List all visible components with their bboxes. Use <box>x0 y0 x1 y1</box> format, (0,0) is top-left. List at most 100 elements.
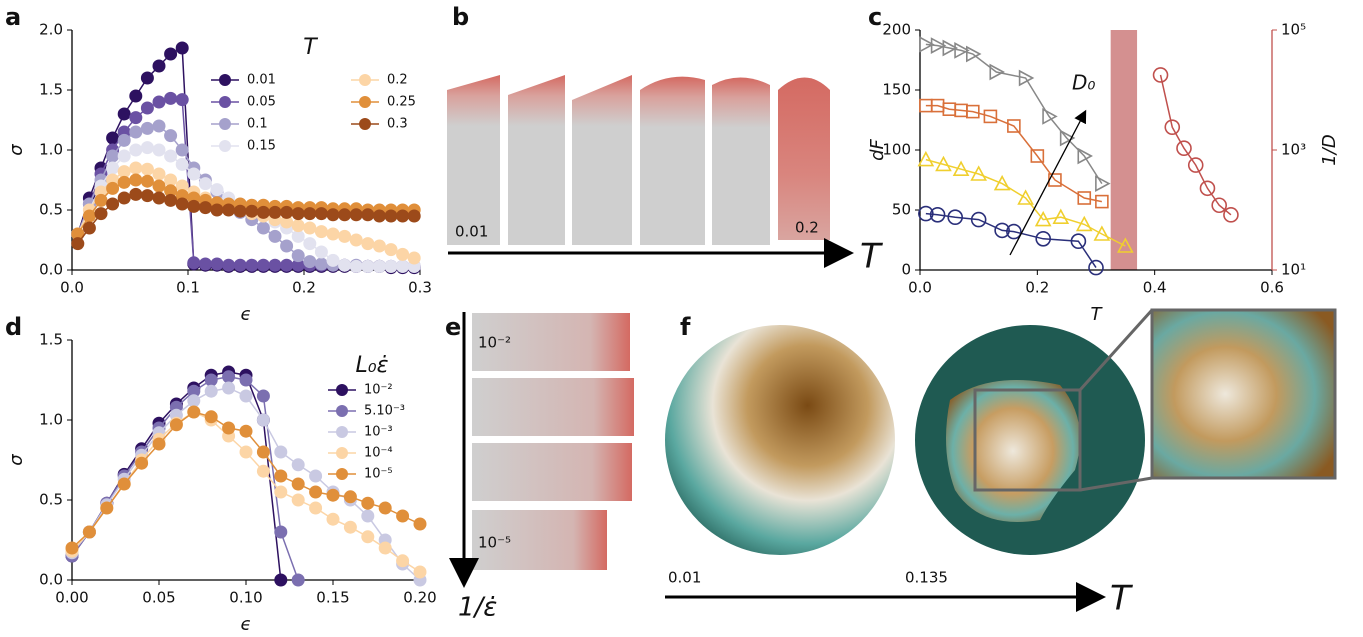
y-tick-label: 50 <box>892 201 911 219</box>
sample-image <box>472 378 634 436</box>
marker <box>118 192 131 205</box>
panel-label: d <box>5 313 22 341</box>
disk-image <box>665 325 895 555</box>
marker <box>327 254 340 267</box>
x-tick-label: 0.2 <box>292 279 316 297</box>
marker <box>257 259 270 272</box>
marker <box>373 260 386 273</box>
marker <box>164 150 177 163</box>
marker <box>118 108 131 121</box>
y2-tick-label: 10¹ <box>1281 261 1306 279</box>
marker <box>327 208 340 221</box>
x-axis-label: T <box>1091 304 1104 325</box>
marker <box>153 120 166 133</box>
marker <box>315 246 328 259</box>
marker <box>240 374 253 387</box>
marker <box>245 205 258 218</box>
y-tick-label: 200 <box>882 21 911 39</box>
marker <box>379 502 392 515</box>
y-tick-label: 1.0 <box>39 141 63 159</box>
marker <box>257 222 270 235</box>
marker <box>153 96 166 109</box>
marker <box>187 168 200 181</box>
x-tick-label: 0.00 <box>55 589 88 607</box>
marker <box>269 259 282 272</box>
y-tick-label: 0.5 <box>39 201 63 219</box>
legend-label: 10⁻⁴ <box>364 446 393 461</box>
marker <box>187 406 200 419</box>
marker <box>129 126 142 139</box>
y-tick-label: 1.5 <box>39 81 63 99</box>
marker <box>414 518 427 531</box>
x-tick-label: 0.0 <box>60 279 84 297</box>
marker <box>350 234 363 247</box>
disk-label: 0.135 <box>905 569 948 587</box>
panel-label: a <box>5 3 21 31</box>
marker <box>176 158 189 171</box>
x-tick-label: 0.3 <box>408 279 432 297</box>
sample-label: 0.2 <box>795 219 819 237</box>
legend-swatch <box>219 96 231 108</box>
marker <box>327 489 340 502</box>
sample-label: 10⁻² <box>478 334 511 352</box>
marker <box>315 207 328 220</box>
marker <box>269 206 282 219</box>
marker <box>303 207 316 220</box>
marker <box>95 207 108 220</box>
axis-label: 1/ε̇ <box>458 593 497 623</box>
marker <box>292 458 305 471</box>
x-tick-label: 0.05 <box>142 589 175 607</box>
marker <box>153 192 166 205</box>
axis-label: T <box>860 237 883 277</box>
x-axis-label: ϵ <box>240 304 251 325</box>
marker <box>222 370 235 383</box>
legend-label: 10⁻² <box>364 383 393 398</box>
chart: c0.00.20.40.605010015020010¹10³10⁵TdF1/D… <box>867 3 1340 325</box>
series-line <box>926 44 1102 183</box>
marker <box>153 438 166 451</box>
y-axis-label: dF <box>867 138 888 160</box>
legend-label: 0.2 <box>387 73 408 88</box>
marker <box>187 256 200 269</box>
marker <box>211 183 224 196</box>
panel-f: f 0.01 0.135 T <box>665 310 1335 619</box>
marker <box>315 225 328 238</box>
marker <box>83 210 96 223</box>
legend-swatch <box>219 140 231 152</box>
marker <box>274 486 287 499</box>
marker <box>245 259 258 272</box>
y-axis-label: σ <box>6 144 27 156</box>
marker <box>303 222 316 235</box>
legend-swatch <box>336 447 348 459</box>
marker <box>240 446 253 459</box>
marker <box>315 258 328 271</box>
marker <box>118 478 131 491</box>
marker <box>205 374 218 387</box>
sample-image <box>508 75 565 245</box>
marker <box>141 175 154 188</box>
marker <box>66 542 79 555</box>
marker <box>396 554 409 567</box>
marker <box>141 102 154 115</box>
marker <box>106 182 119 195</box>
marker <box>257 206 270 219</box>
marker <box>199 258 212 271</box>
annotation: D₀ <box>1072 71 1095 95</box>
chart: d0.000.050.100.150.200.00.51.01.5ϵσL₀ε̇1… <box>5 313 437 635</box>
y-tick-label: 0.5 <box>39 491 63 509</box>
marker <box>153 60 166 73</box>
legend-swatch <box>219 74 231 86</box>
marker <box>257 390 270 403</box>
panel-e: e 10⁻² 10⁻⁵ 1/ε̇ <box>445 312 634 623</box>
marker <box>129 111 142 124</box>
marker <box>153 180 166 193</box>
legend-label: 0.15 <box>247 139 276 154</box>
marker <box>187 394 200 407</box>
marker <box>95 194 108 207</box>
marker <box>176 198 189 211</box>
marker <box>350 260 363 273</box>
marker <box>292 207 305 220</box>
marker <box>83 222 96 235</box>
series-line <box>1161 75 1231 215</box>
